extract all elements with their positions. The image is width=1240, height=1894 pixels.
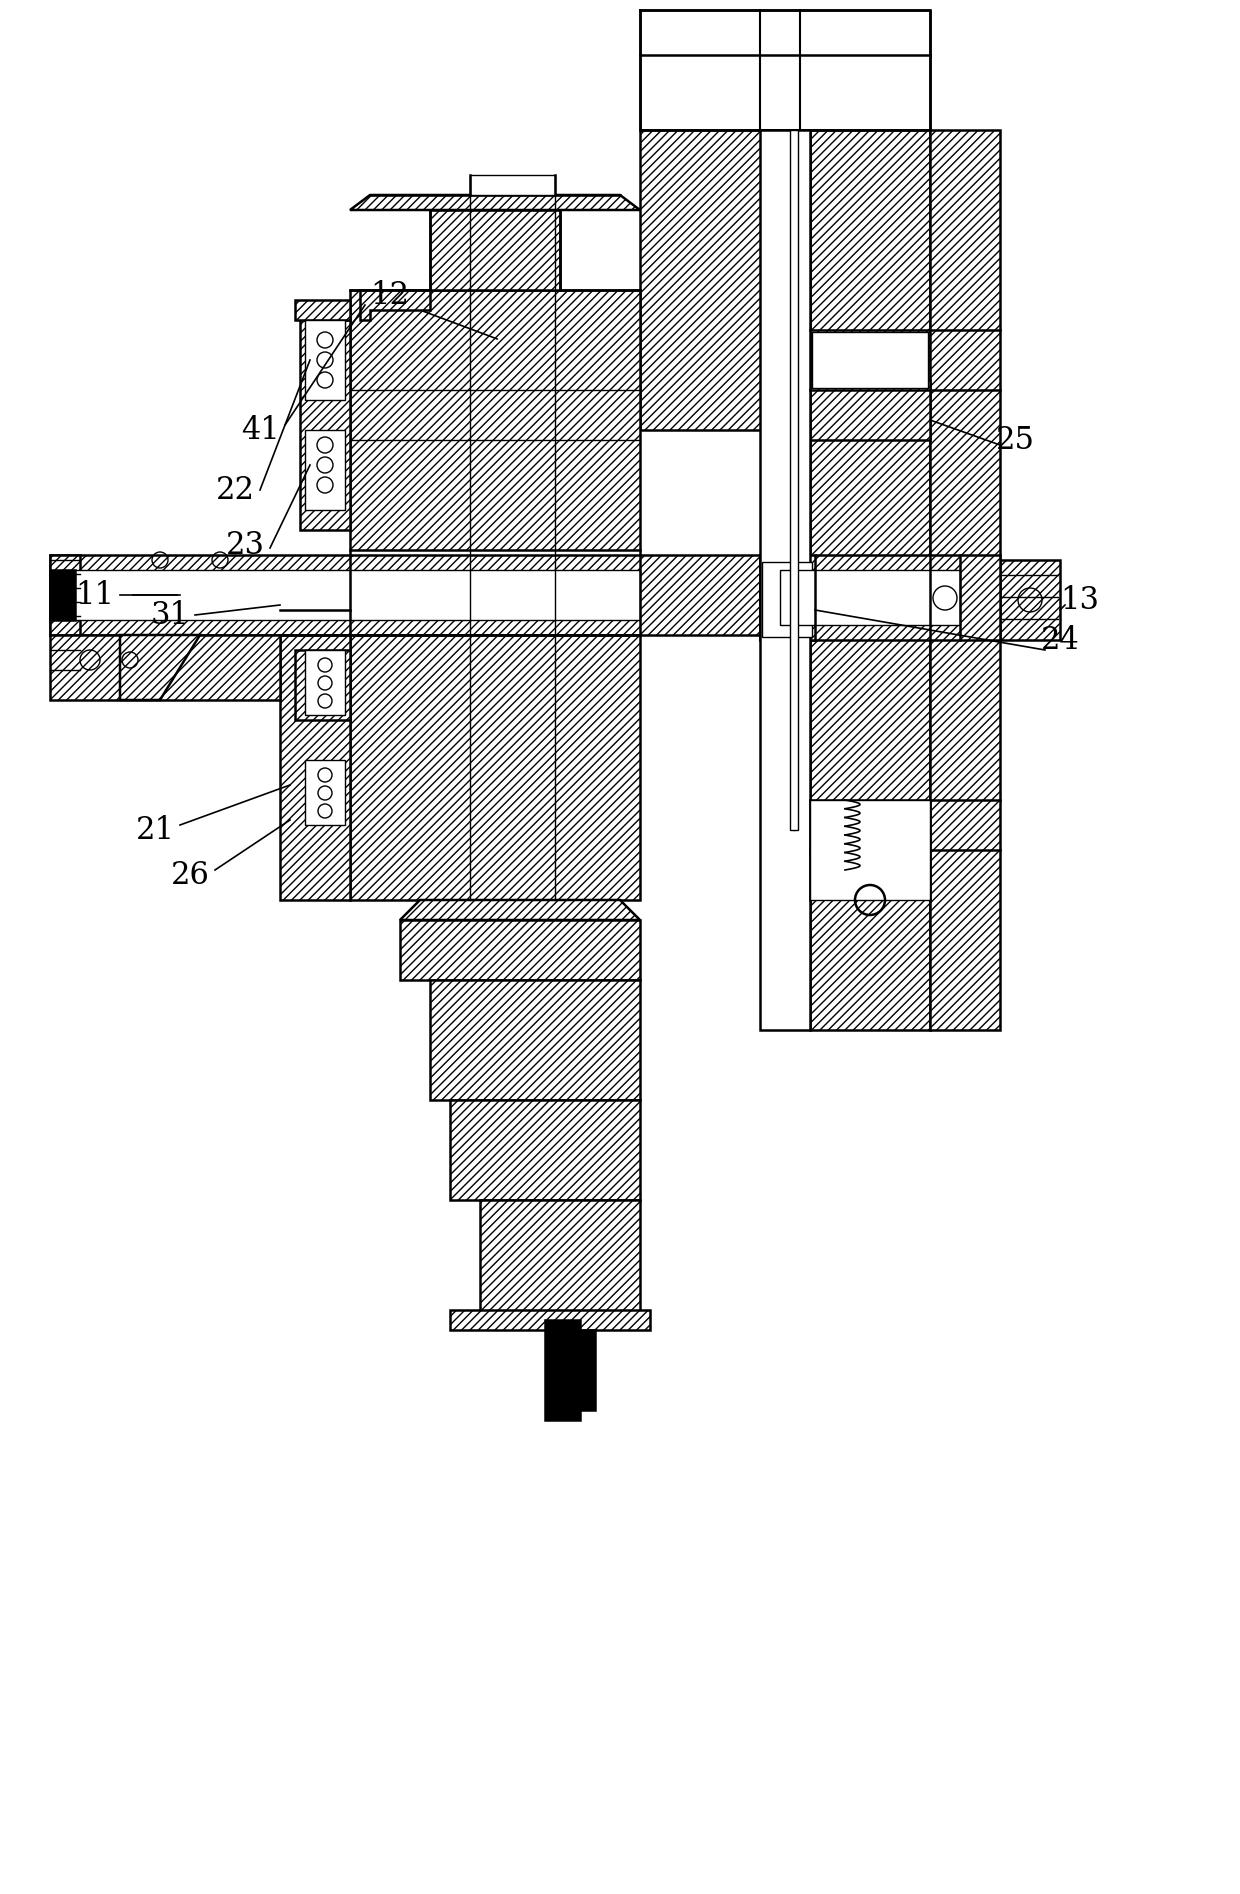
Text: 23: 23 [226, 530, 264, 561]
Text: 12: 12 [371, 280, 409, 311]
Bar [305, 650, 345, 716]
Polygon shape [300, 320, 350, 530]
Polygon shape [760, 555, 999, 640]
Polygon shape [430, 979, 640, 1100]
Bar [640, 9, 930, 131]
Bar [470, 174, 556, 195]
Bar [810, 799, 930, 900]
Polygon shape [270, 572, 281, 591]
Polygon shape [810, 381, 930, 439]
Text: 22: 22 [216, 475, 254, 506]
Polygon shape [280, 591, 350, 610]
Bar [450, 1311, 650, 1330]
Text: 41: 41 [241, 415, 279, 445]
Text: 26: 26 [171, 860, 210, 890]
Bar [763, 563, 812, 636]
Bar [930, 131, 999, 1030]
Polygon shape [401, 900, 640, 920]
Text: 31: 31 [150, 600, 190, 631]
Bar [50, 555, 760, 634]
Bar [50, 555, 81, 634]
Polygon shape [317, 572, 330, 591]
Polygon shape [350, 195, 640, 210]
Polygon shape [281, 572, 294, 591]
Text: 25: 25 [996, 424, 1034, 455]
Bar [640, 131, 810, 430]
Bar [760, 131, 810, 1030]
Bar [812, 331, 928, 388]
Polygon shape [294, 572, 306, 591]
Polygon shape [350, 634, 640, 900]
Polygon shape [480, 1201, 640, 1320]
Text: 13: 13 [1060, 585, 1100, 616]
Bar [790, 131, 799, 830]
Bar [570, 1330, 595, 1409]
Polygon shape [450, 1100, 640, 1201]
Polygon shape [999, 561, 1060, 640]
Bar [305, 320, 345, 400]
Polygon shape [120, 634, 200, 701]
Polygon shape [760, 561, 815, 640]
Bar [810, 131, 930, 1030]
Polygon shape [330, 572, 342, 591]
Polygon shape [360, 290, 430, 320]
Bar [50, 570, 74, 619]
Text: 21: 21 [135, 814, 175, 845]
Bar [546, 1320, 580, 1420]
Bar [780, 570, 960, 625]
Bar [305, 430, 345, 509]
Polygon shape [295, 299, 350, 320]
Bar [50, 634, 280, 701]
Polygon shape [306, 572, 317, 591]
Polygon shape [430, 210, 560, 290]
Polygon shape [295, 650, 350, 720]
Bar [305, 759, 345, 826]
Polygon shape [401, 920, 640, 979]
Polygon shape [280, 634, 350, 900]
Text: 24: 24 [1040, 625, 1079, 655]
Bar [60, 570, 640, 619]
Text: 11: 11 [76, 580, 114, 610]
Polygon shape [350, 290, 640, 549]
